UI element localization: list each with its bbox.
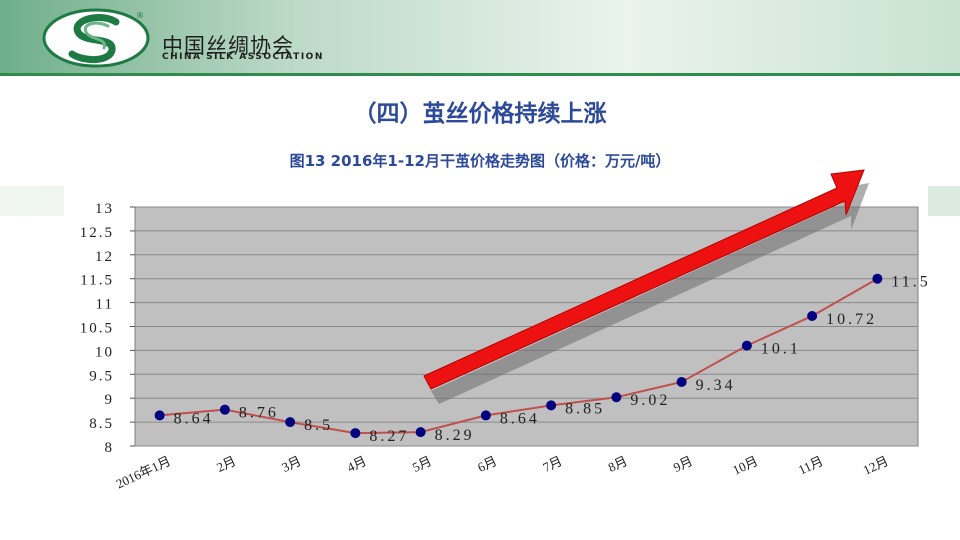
data-label: 10.1 [761,341,801,358]
y-tick-label: 9.5 [89,368,114,384]
y-tick-label: 11.5 [80,273,114,289]
silk-association-logo: ® [42,8,150,68]
x-tick-label: 4月 [345,453,369,475]
y-tick-label: 9 [105,392,115,408]
data-label: 8.64 [500,410,540,427]
data-point [546,400,557,411]
slide-title: （四）茧丝价格持续上涨 [353,101,607,127]
header-divider [0,73,960,76]
y-tick-label: 10.5 [80,321,114,337]
data-label: 8.76 [239,405,279,422]
data-point [219,404,230,415]
x-tick-label: 2月 [214,453,238,475]
header-banner [0,0,960,74]
x-tick-label: 5月 [410,453,434,475]
data-label: 9.02 [630,392,670,409]
y-tick-label: 12 [95,249,114,265]
x-tick-label: 3月 [279,453,303,475]
chart-caption: 图13 2016年1-12月干茧价格走势图（价格：万元/吨） [289,152,671,170]
data-point [611,392,622,403]
data-label: 8.64 [174,410,214,427]
trend-arrow-shadow [431,183,869,404]
data-label: 9.34 [696,377,736,394]
x-tick-label: 9月 [671,453,695,475]
trend-arrow [423,169,869,404]
y-tick-label: 8.5 [89,416,114,432]
data-label: 8.5 [304,417,333,434]
data-label: 8.27 [369,428,409,445]
organization-name-en: CHINA SILK ASSOCIATION [162,52,324,62]
data-point [285,417,296,428]
y-tick-label: 12.5 [80,225,114,241]
y-tick-label: 11 [96,297,114,313]
data-label: 10.72 [826,311,877,328]
registered-mark: ® [136,11,144,20]
y-tick-label: 10 [95,344,114,360]
data-point [415,427,426,438]
data-label: 8.85 [565,400,605,417]
trend-arrow-body [423,169,865,390]
data-label: 11.5 [891,274,930,291]
data-point [480,410,491,421]
y-tick-label: 13 [95,201,114,217]
data-point [676,376,687,387]
x-tick-label: 8月 [606,453,630,475]
data-point [807,310,818,321]
data-point [350,428,361,439]
x-tick-label: 7月 [540,453,564,475]
data-point [741,340,752,351]
price-line [159,277,878,435]
data-label: 8.29 [435,427,475,444]
data-point [872,273,883,284]
data-point [154,410,165,421]
organization-name-cn: 中国丝绸协会 [162,34,294,58]
y-tick-label: 8 [105,440,115,456]
x-tick-label: 6月 [475,453,499,475]
